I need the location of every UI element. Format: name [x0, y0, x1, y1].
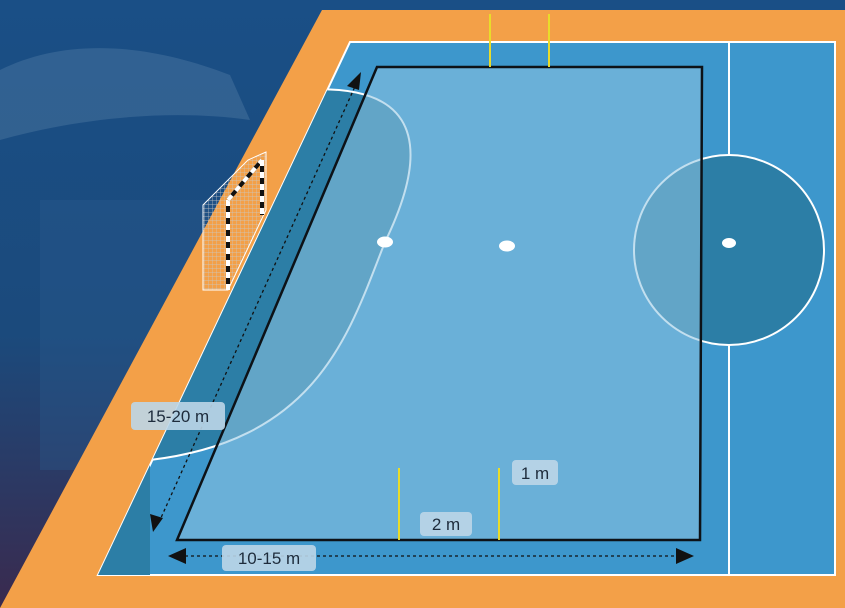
- diagonal-dimension-line: [159, 81, 358, 521]
- center-dot: [722, 238, 736, 248]
- arrow-right-icon: [676, 548, 694, 564]
- marker-height-label: 1 m: [512, 460, 558, 485]
- svg-text:1 m: 1 m: [521, 464, 549, 483]
- middle-dot: [499, 240, 515, 252]
- training-zone-border: [175, 65, 704, 542]
- background-figure: [0, 48, 250, 140]
- arrow-down-icon: [150, 514, 163, 532]
- training-zone: [177, 67, 702, 540]
- arrow-left-icon: [168, 548, 186, 564]
- goal-net-icon: [202, 151, 267, 291]
- free-throw-dot: [377, 236, 393, 248]
- svg-text:2 m: 2 m: [432, 515, 460, 534]
- diagonal-length-label: 15-20 m: [131, 402, 225, 430]
- svg-text:10-15 m: 10-15 m: [238, 549, 300, 568]
- gap-marker-label: 2 m: [420, 512, 472, 536]
- bottom-width-label: 10-15 m: [222, 545, 316, 571]
- arrow-up-icon: [347, 72, 361, 90]
- svg-text:15-20 m: 15-20 m: [147, 407, 209, 426]
